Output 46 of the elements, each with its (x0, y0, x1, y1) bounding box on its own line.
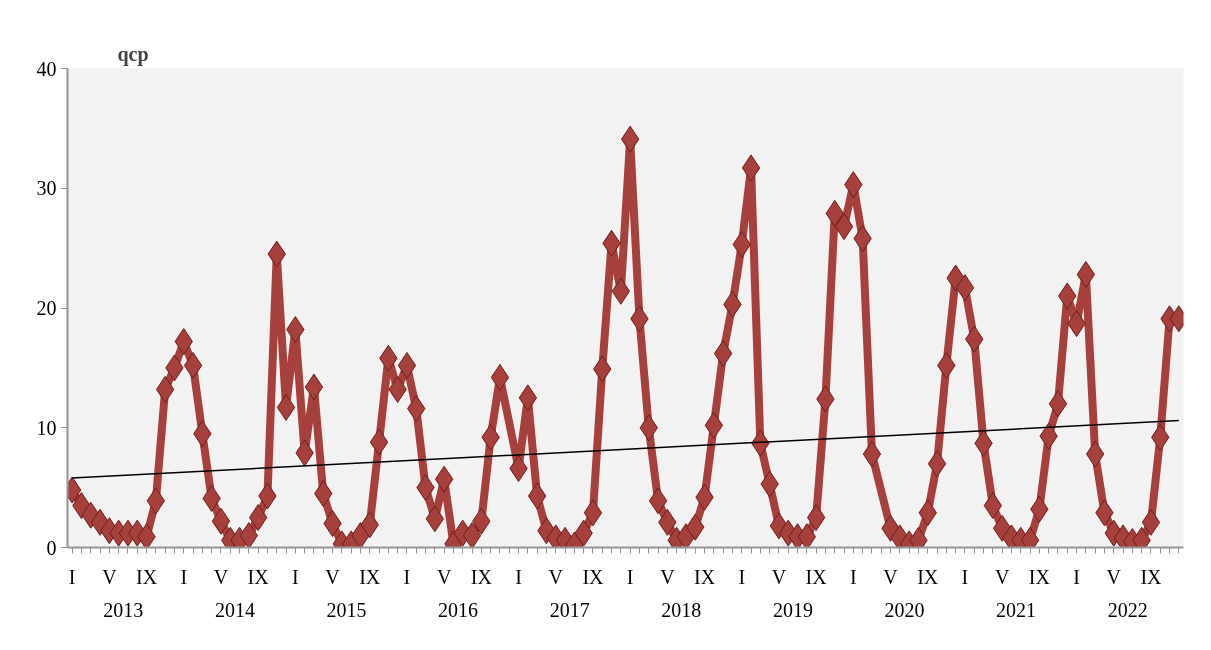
y-tick-label: 0 (46, 536, 57, 559)
x-tick-label: V (771, 565, 787, 588)
x-tick-label: I (68, 565, 76, 588)
x-tick-label: IX (805, 565, 828, 588)
text: 2015 (326, 598, 367, 621)
x-tick-label: I (961, 565, 969, 588)
y-tick-label: 10 (36, 416, 57, 439)
x-tick-label: V (213, 565, 229, 588)
x-tick-label: V (883, 565, 899, 588)
text: 2017 (549, 598, 590, 621)
x-tick-label: I (180, 565, 188, 588)
x-tick-label: V (325, 565, 341, 588)
y-tick-label: 40 (36, 57, 57, 80)
x-tick-label: V (436, 565, 452, 588)
x-tick-label: IX (136, 565, 158, 588)
x-tick-label: I (292, 565, 299, 588)
x-tick-label: I (738, 565, 746, 588)
text: 2019 (772, 598, 813, 621)
text: 2020 (884, 598, 925, 621)
x-tick-label: V (660, 565, 676, 588)
x-tick-label: V (102, 565, 118, 588)
x-tick-label: I (1073, 565, 1080, 588)
text: 2016 (438, 598, 479, 621)
x-tick-label: IX (1140, 565, 1163, 588)
text: 2018 (661, 598, 702, 621)
x-tick-label: I (403, 565, 411, 588)
x-tick-label: I (626, 565, 634, 588)
x-tick-label: V (548, 565, 564, 588)
y-tick-label: 30 (36, 177, 57, 200)
x-tick-label: IX (1028, 565, 1051, 588)
x-tick-label: IX (917, 565, 939, 588)
x-tick-label: IX (470, 565, 493, 588)
text: 2014 (214, 598, 255, 621)
text: 2022 (1107, 598, 1148, 621)
text: 2013 (103, 598, 144, 621)
text: 2021 (996, 598, 1037, 621)
y-axis-title: qcp (117, 42, 149, 66)
x-tick-label: V (1106, 565, 1122, 588)
x-tick-label: IX (582, 565, 605, 588)
y-tick-label: 20 (36, 297, 57, 319)
x-tick-label: V (994, 565, 1010, 588)
x-tick-label: IX (247, 565, 270, 588)
x-tick-label: IX (359, 565, 381, 588)
x-tick-label: I (515, 565, 522, 588)
x-tick-label: IX (694, 565, 716, 588)
x-tick-label: I (850, 565, 857, 588)
